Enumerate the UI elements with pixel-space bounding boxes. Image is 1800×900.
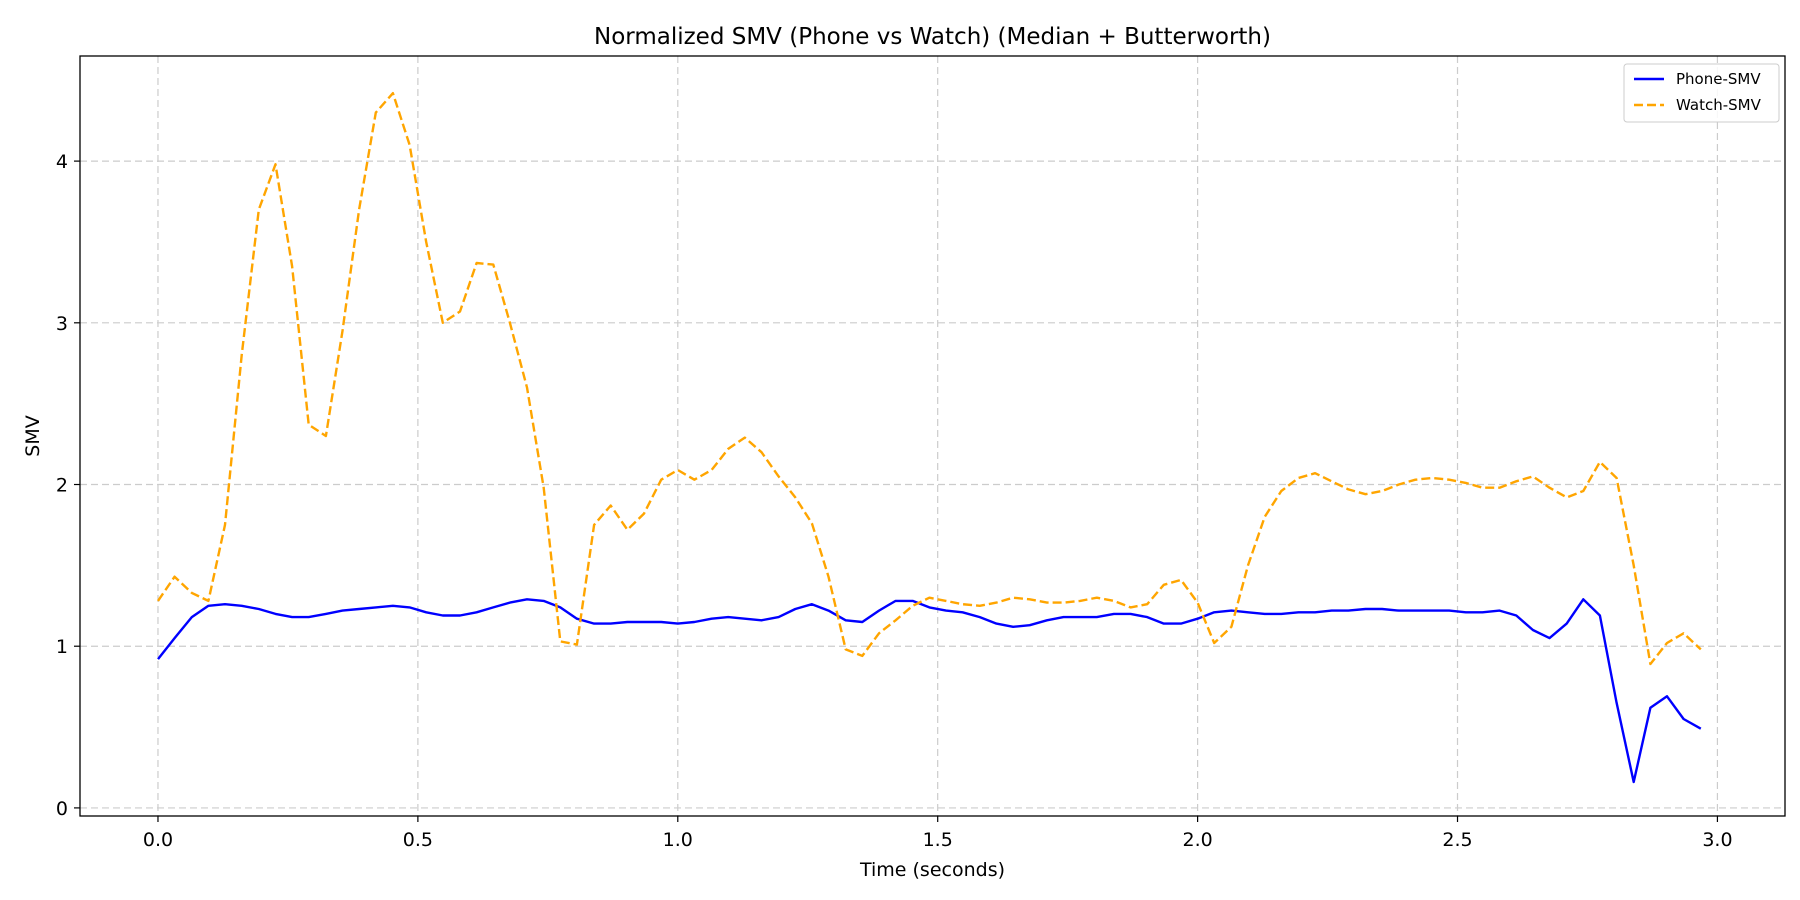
x-tick-label: 3.0 — [1702, 829, 1732, 851]
axis-ticks: 0.0 0.5 1.0 1.5 2.0 2.5 3.0 0 1 2 3 4 — [56, 151, 1733, 851]
plot-frame — [79, 55, 1786, 817]
legend: Phone-SMV Watch-SMV — [1623, 63, 1780, 123]
chart-title: Normalized SMV (Phone vs Watch) (Median … — [594, 24, 1271, 50]
plot-lines — [157, 91, 1702, 784]
x-tick-label: 0.0 — [143, 829, 173, 851]
x-axis-label: Time (seconds) — [859, 859, 1005, 881]
x-tick-label: 1.5 — [923, 829, 953, 851]
series-line-watch-smv — [157, 91, 1702, 666]
y-tick-label: 4 — [56, 151, 68, 173]
x-tick-label: 1.0 — [663, 829, 693, 851]
y-tick-label: 2 — [56, 475, 68, 497]
legend-label-watch: Watch-SMV — [1676, 96, 1762, 114]
y-tick-label: 1 — [56, 636, 68, 658]
y-tick-label: 0 — [56, 798, 68, 820]
series-line-phone-smv — [157, 598, 1702, 784]
y-axis-label: SMV — [22, 415, 44, 456]
grid — [80, 56, 1785, 816]
x-tick-label: 0.5 — [403, 829, 433, 851]
y-tick-label: 3 — [56, 313, 68, 335]
legend-label-phone: Phone-SMV — [1676, 70, 1761, 88]
x-tick-label: 2.5 — [1442, 829, 1472, 851]
x-tick-label: 2.0 — [1182, 829, 1212, 851]
